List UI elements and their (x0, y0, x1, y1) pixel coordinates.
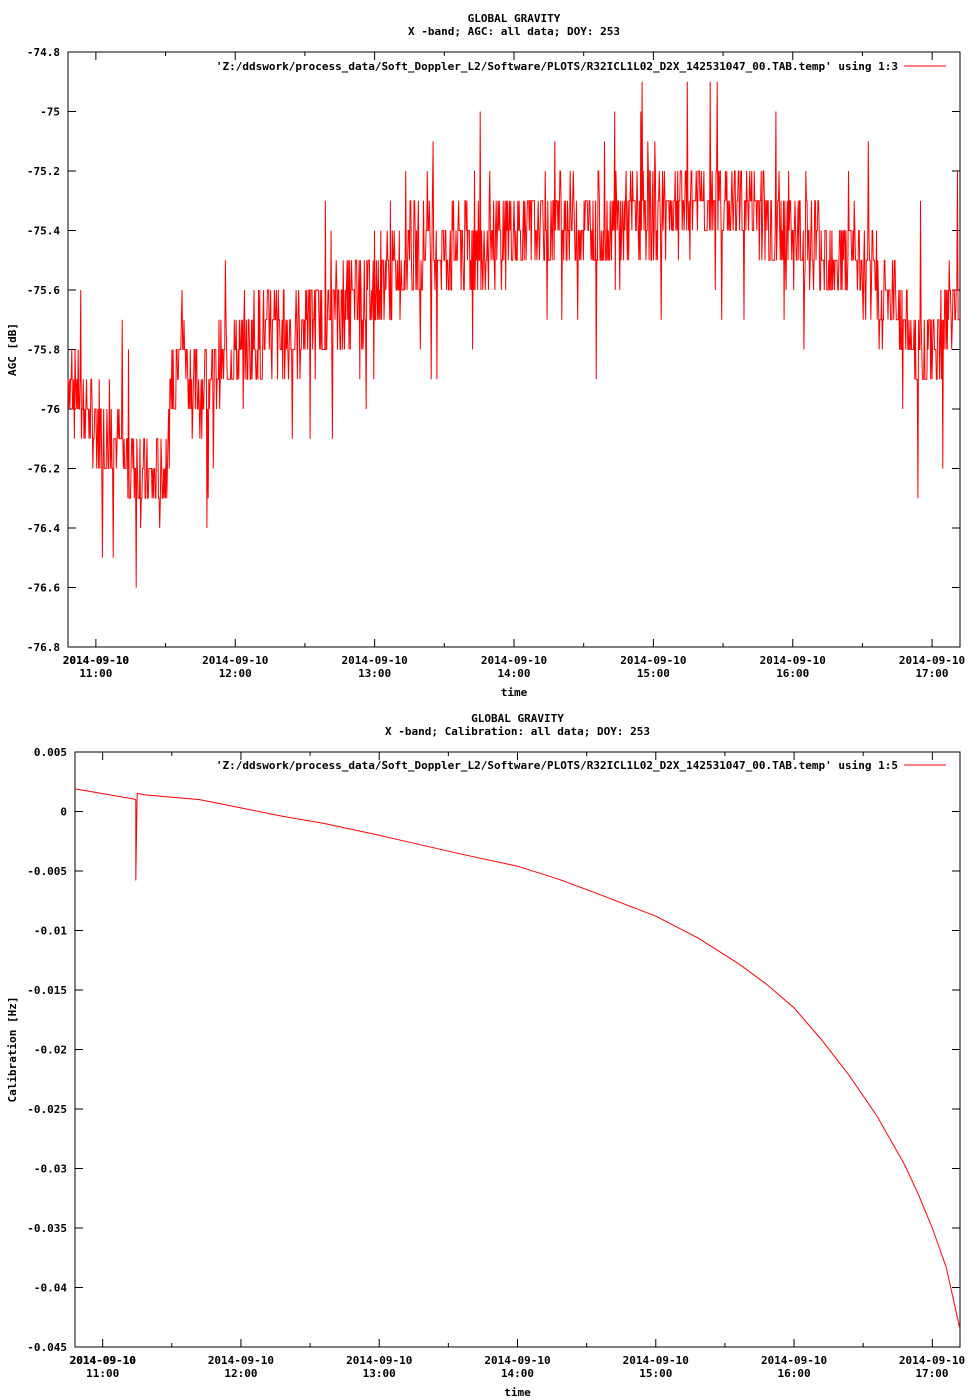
y-axis-label: Calibration [Hz] (6, 997, 19, 1103)
y-tick-label: 0.005 (34, 746, 67, 759)
x-tick-time: 13:00 (363, 1367, 396, 1380)
x-tick-time: 14:00 (501, 1367, 534, 1380)
legend-label: 'Z:/ddswork/process_data/Soft_Doppler_L2… (216, 60, 898, 73)
x-axis-label: time (501, 686, 528, 699)
y-axis-label: AGC [dB] (6, 323, 19, 376)
x-tick-time: 15:00 (637, 667, 670, 680)
x-tick-date: 2014-09-10 (623, 1354, 689, 1367)
x-tick-date: 2014-09-10 (63, 654, 129, 667)
x-tick-time: 12:00 (224, 1367, 257, 1380)
x-tick-time: 15:00 (639, 1367, 672, 1380)
chart-title: GLOBAL GRAVITY (468, 12, 561, 25)
x-tick-time: 13:00 (358, 667, 391, 680)
x-axis-label: time (504, 1386, 531, 1399)
x-tick-date: 2014-09-10 (899, 654, 965, 667)
y-tick-label: -75.6 (27, 284, 60, 297)
x-tick-time: 17:00 (915, 1367, 948, 1380)
series-line (67, 81, 960, 588)
x-tick-date: 2014-09-10 (761, 1354, 827, 1367)
x-tick-time: 12:00 (219, 667, 252, 680)
x-tick-time: 17:00 (915, 667, 948, 680)
x-tick-time: 16:00 (776, 667, 809, 680)
x-tick-date: 2014-09-10 (620, 654, 686, 667)
x-tick-date: 2014-09-10 (70, 1354, 136, 1367)
y-tick-label: -76 (40, 403, 60, 416)
y-tick-label: -0.01 (34, 925, 67, 938)
y-tick-label: -75.8 (27, 344, 60, 357)
y-tick-label: -75.4 (27, 225, 60, 238)
y-tick-label: -0.025 (27, 1103, 67, 1116)
y-tick-label: 0 (60, 806, 67, 819)
x-tick-date: 2014-09-10 (899, 1354, 965, 1367)
x-tick-time: 11:00 (86, 1367, 119, 1380)
y-tick-label: -0.045 (27, 1341, 67, 1354)
y-tick-label: -0.03 (34, 1163, 67, 1176)
y-tick-label: -76.2 (27, 463, 60, 476)
x-tick-date: 2014-09-10 (342, 654, 408, 667)
y-tick-label: -76.4 (27, 522, 60, 535)
y-tick-label: -0.035 (27, 1222, 67, 1235)
x-tick-date: 2014-09-10 (484, 1354, 550, 1367)
y-tick-label: -76.8 (27, 641, 60, 654)
x-tick-date: 2014-09-10 (202, 654, 268, 667)
chart-subtitle: X -band; AGC: all data; DOY: 253 (408, 25, 620, 38)
x-tick-time: 14:00 (497, 667, 530, 680)
x-tick-date: 2014-09-10 (208, 1354, 274, 1367)
y-tick-label: -0.005 (27, 865, 67, 878)
y-tick-label: -74.8 (27, 46, 60, 59)
y-tick-label: -0.015 (27, 984, 67, 997)
x-tick-date: 2014-09-10 (481, 654, 547, 667)
plot-frame (74, 751, 961, 1348)
chart-subtitle: X -band; Calibration: all data; DOY: 253 (385, 725, 650, 738)
y-tick-label: -0.02 (34, 1044, 67, 1057)
legend-label: 'Z:/ddswork/process_data/Soft_Doppler_L2… (216, 759, 898, 772)
series-line (74, 788, 961, 1330)
x-tick-time: 16:00 (778, 1367, 811, 1380)
chart-title: GLOBAL GRAVITY (471, 712, 564, 725)
x-tick-time: 11:00 (79, 667, 112, 680)
x-tick-date: 2014-09-10 (63, 654, 129, 667)
x-tick-date: 2014-09-10 (760, 654, 826, 667)
plot-frame (67, 51, 961, 648)
y-tick-label: -76.6 (27, 582, 60, 595)
y-tick-label: -0.04 (34, 1282, 67, 1295)
x-tick-date: 2014-09-10 (346, 1354, 412, 1367)
y-tick-label: -75 (40, 106, 60, 119)
y-tick-label: -75.2 (27, 165, 60, 178)
x-tick-date: 2014-09-10 (70, 1354, 136, 1367)
